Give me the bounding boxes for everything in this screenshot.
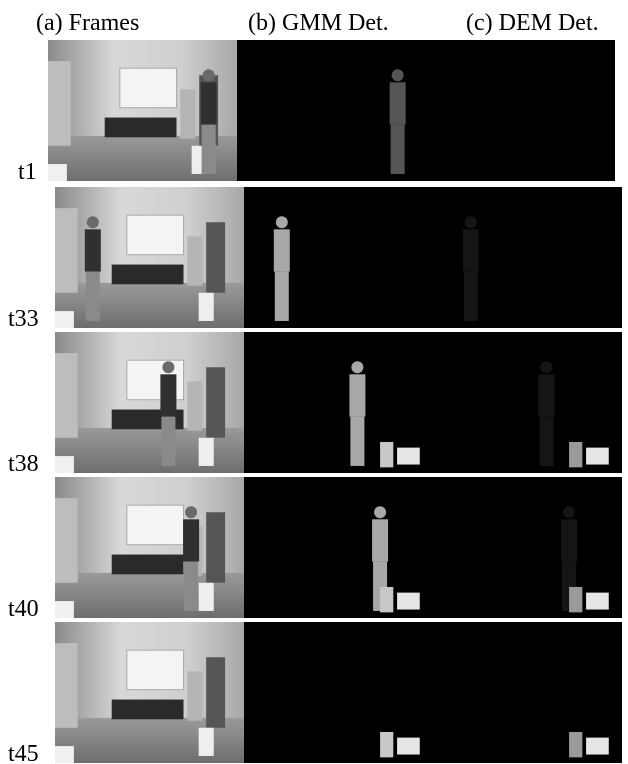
dem-panel bbox=[433, 187, 622, 328]
floor-object bbox=[48, 164, 67, 181]
detected-object bbox=[380, 731, 394, 758]
person-torso bbox=[160, 374, 177, 417]
whiteboard bbox=[126, 504, 185, 546]
detected-torso bbox=[372, 519, 389, 562]
column-header: (b) GMM Det. bbox=[248, 10, 389, 36]
door bbox=[206, 367, 226, 438]
detected-object bbox=[569, 586, 583, 613]
column-header: (a) Frames bbox=[36, 10, 139, 36]
person-head bbox=[86, 216, 99, 229]
person-torso bbox=[84, 229, 101, 272]
detected-object bbox=[586, 447, 609, 465]
shelf bbox=[55, 208, 78, 293]
detected-head bbox=[464, 216, 477, 229]
bin bbox=[198, 437, 214, 466]
row-label: t33 bbox=[8, 306, 39, 332]
detected-torso bbox=[273, 229, 290, 272]
detected-head bbox=[391, 69, 404, 82]
cabinet bbox=[187, 671, 203, 721]
person-head bbox=[202, 69, 215, 82]
row-label: t1 bbox=[18, 159, 37, 185]
detected-legs bbox=[274, 271, 289, 321]
row: t33 bbox=[8, 187, 622, 332]
person-head bbox=[162, 361, 175, 374]
bin bbox=[198, 727, 214, 756]
detected-object bbox=[569, 441, 583, 468]
detected-torso bbox=[462, 229, 479, 272]
person-legs bbox=[201, 124, 216, 174]
floor-object bbox=[55, 601, 74, 618]
row: t38 bbox=[8, 332, 622, 477]
detected-head bbox=[351, 361, 364, 374]
person-torso bbox=[183, 519, 200, 562]
detected-torso bbox=[561, 519, 578, 562]
gmm-panel bbox=[244, 187, 433, 328]
detected-object bbox=[586, 592, 609, 610]
detected-legs bbox=[463, 271, 478, 321]
dem-panel bbox=[426, 40, 615, 181]
shelf bbox=[48, 61, 71, 146]
person-head bbox=[185, 506, 198, 519]
row: t1 bbox=[18, 40, 615, 185]
detected-object bbox=[586, 737, 609, 755]
detected-torso bbox=[349, 374, 366, 417]
shelf bbox=[55, 498, 78, 583]
detected-object bbox=[380, 586, 394, 613]
row: t45 bbox=[8, 622, 622, 764]
detected-object bbox=[397, 737, 420, 755]
person-torso bbox=[200, 82, 217, 125]
floor-object bbox=[55, 456, 74, 473]
detected-head bbox=[275, 216, 288, 229]
detected-torso bbox=[538, 374, 555, 417]
detected-head bbox=[374, 506, 387, 519]
door bbox=[206, 512, 226, 583]
door bbox=[206, 657, 226, 728]
floor-object bbox=[55, 311, 74, 328]
cabinet bbox=[187, 381, 203, 431]
whiteboard bbox=[126, 214, 185, 256]
detected-object bbox=[380, 441, 394, 468]
row-label: t45 bbox=[8, 741, 39, 764]
person-legs bbox=[184, 561, 199, 611]
cabinet bbox=[187, 236, 203, 286]
detected-legs bbox=[390, 124, 405, 174]
desk bbox=[111, 554, 184, 575]
detected-head bbox=[563, 506, 576, 519]
floor-object bbox=[55, 746, 74, 763]
row-label: t38 bbox=[8, 451, 39, 477]
whiteboard bbox=[126, 649, 185, 691]
bin bbox=[198, 292, 214, 321]
detected-legs bbox=[539, 416, 554, 466]
whiteboard bbox=[119, 67, 178, 109]
detected-torso bbox=[389, 82, 406, 125]
person-legs bbox=[85, 271, 100, 321]
shelf bbox=[55, 353, 78, 438]
shelf bbox=[55, 643, 78, 728]
person-legs bbox=[161, 416, 176, 466]
desk bbox=[111, 264, 184, 285]
row: t40 bbox=[8, 477, 622, 622]
row-label: t40 bbox=[8, 596, 39, 622]
cabinet bbox=[180, 89, 196, 139]
bin bbox=[198, 582, 214, 611]
detected-object bbox=[569, 731, 583, 758]
desk bbox=[104, 117, 177, 138]
detected-object bbox=[397, 447, 420, 465]
detected-legs bbox=[350, 416, 365, 466]
detected-head bbox=[540, 361, 553, 374]
detected-object bbox=[397, 592, 420, 610]
column-header: (c) DEM Det. bbox=[466, 10, 599, 36]
door bbox=[206, 222, 226, 293]
desk bbox=[111, 699, 184, 720]
